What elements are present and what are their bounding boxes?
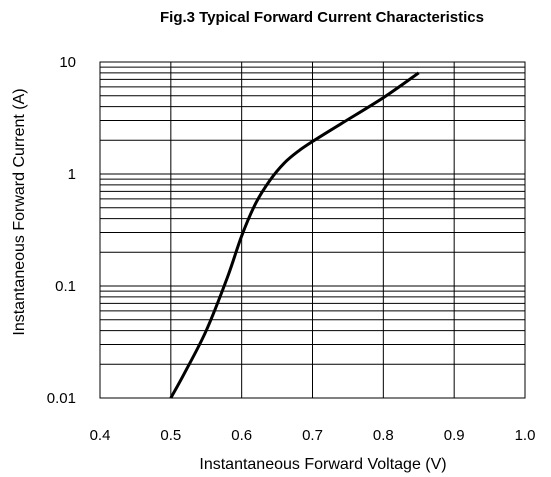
x-tick-label: 0.5 <box>160 427 181 444</box>
x-tick-label: 0.6 <box>231 427 252 444</box>
x-tick-label: 0.8 <box>373 427 394 444</box>
x-tick-label: 0.4 <box>90 427 111 444</box>
grid <box>100 62 525 398</box>
y-tick-label: 0.1 <box>55 278 76 295</box>
y-tick-label: 10 <box>59 54 76 71</box>
series-layer <box>169 71 420 399</box>
x-axis-title: Instantaneous Forward Voltage (V) <box>199 456 446 473</box>
y-tick-label: 1 <box>68 166 76 183</box>
x-tick-label: 1.0 <box>515 427 536 444</box>
x-tick-label: 0.7 <box>302 427 323 444</box>
series-line <box>169 71 420 399</box>
x-axis-ticks: 0.4 0.5 0.6 0.7 0.8 0.9 1.0 <box>90 427 536 444</box>
y-tick-label: 0.01 <box>47 390 76 407</box>
plot-frame <box>99 61 526 399</box>
x-tick-label: 0.9 <box>444 427 465 444</box>
y-axis-ticks: 0.01 0.1 1 10 <box>47 54 76 407</box>
y-axis-title: Instantaneous Forward Current (A) <box>11 88 28 335</box>
chart-title: Fig.3 Typical Forward Current Characteri… <box>160 9 484 26</box>
